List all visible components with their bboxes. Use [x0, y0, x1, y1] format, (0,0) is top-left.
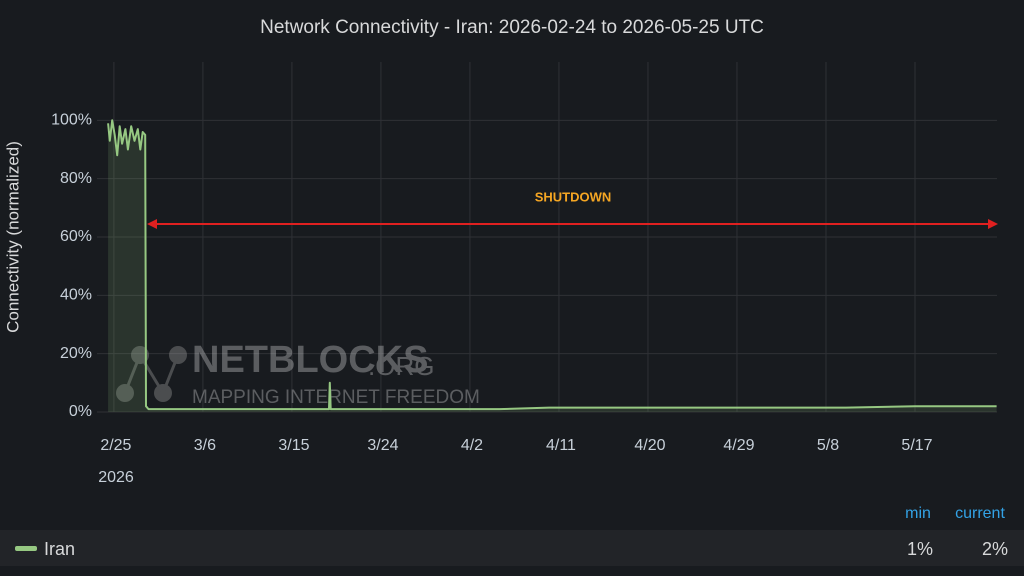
logo-dot — [131, 346, 149, 364]
legend-label[interactable]: Iran — [44, 539, 75, 559]
plot — [107, 119, 997, 413]
x-tick-label: 5/8 — [817, 437, 839, 454]
x-tick-label: 4/2 — [461, 437, 483, 454]
logo-dot — [154, 384, 172, 402]
legend-header: min — [905, 505, 931, 522]
legend-value: 1% — [907, 539, 933, 559]
y-tick-label: 0% — [69, 403, 92, 420]
x-tick-label: 4/11 — [546, 437, 576, 454]
x-tick-label: 3/15 — [278, 437, 309, 454]
watermark-name: NETBLOCKS — [192, 339, 428, 381]
x-tick-label: 2/25 — [100, 437, 131, 454]
logo-dot — [169, 346, 187, 364]
logo-link — [123, 351, 180, 397]
y-tick-label: 80% — [60, 170, 92, 187]
legend-header: current — [955, 505, 1005, 522]
y-tick-label: 20% — [60, 345, 92, 362]
arrow-head — [147, 219, 157, 229]
x-year-label: 2026 — [98, 469, 134, 486]
legend-row — [0, 530, 1024, 566]
legend-value: 2% — [982, 539, 1008, 559]
legend-swatch — [15, 546, 37, 551]
x-tick-label: 3/6 — [194, 437, 216, 454]
logo-dot — [116, 384, 134, 402]
chart-title: Network Connectivity - Iran: 2026-02-24 … — [260, 17, 764, 38]
line — [107, 119, 997, 411]
watermark-tagline: MAPPING INTERNET FREEDOM — [192, 387, 480, 408]
x-tick-label: 3/24 — [367, 437, 398, 454]
y-axis-label: Connectivity (normalized) — [3, 141, 22, 333]
x-tick-label: 4/20 — [634, 437, 665, 454]
shutdown-arrow — [147, 219, 998, 229]
y-tick-label: 100% — [51, 112, 92, 129]
arrow-head — [988, 219, 998, 229]
watermark-suffix: .ORG — [368, 351, 434, 381]
grid — [97, 62, 997, 413]
x-tick-label: 5/17 — [901, 437, 932, 454]
y-tick-label: 60% — [60, 228, 92, 245]
watermark: NETBLOCKS .ORG MAPPING INTERNET FREEDOM — [116, 339, 480, 408]
y-tick-label: 40% — [60, 287, 92, 304]
annotation: SHUTDOWN — [535, 189, 612, 204]
x-tick-label: 4/29 — [723, 437, 754, 454]
